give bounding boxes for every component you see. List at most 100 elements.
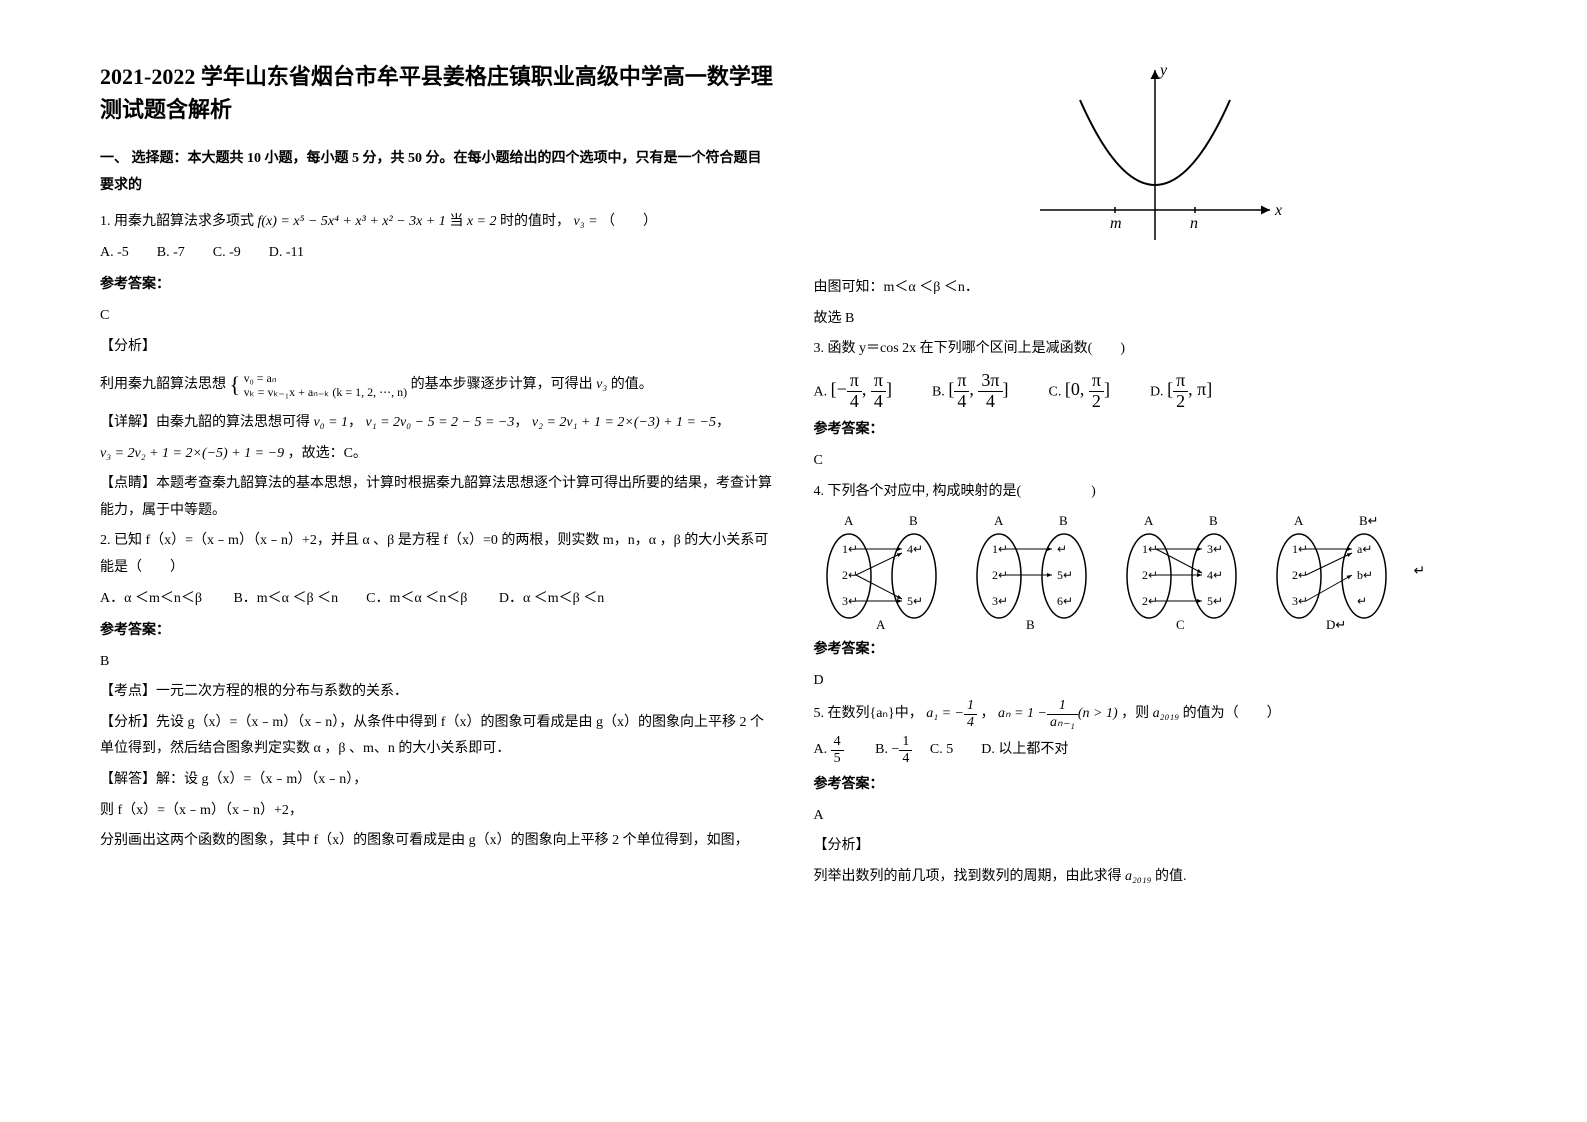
q1-remark: 【点睛】本题考查秦九韶算法的基本思想，计算时根据秦九韶算法思想逐个计算可得出所要… — [100, 471, 774, 524]
q1-suffix: 时的值时， — [500, 214, 570, 229]
q1-think-suffix2: 的值。 — [611, 377, 653, 392]
svg-text:2↵: 2↵ — [842, 568, 858, 582]
svg-text:b↵: b↵ — [1357, 568, 1373, 582]
mapping-label-C: C — [1176, 617, 1185, 631]
q3-optB: B. [π4, 3π4] — [932, 371, 1009, 412]
q1-stem: 1. 用秦九韶算法求多项式 f(x) = x⁵ − 5x⁴ + x³ + x² … — [100, 209, 774, 236]
q2-graphend: 故选 B — [814, 306, 1488, 333]
q1-v2: v₂ = 2v₁ + 1 = 2×(−3) + 1 = −5 — [532, 415, 716, 430]
q4-answer-label: 参考答案： — [814, 637, 1488, 664]
svg-text:1↵: 1↵ — [1142, 542, 1158, 556]
svg-text:4↵: 4↵ — [907, 542, 923, 556]
q1-prefix: 1. 用秦九韶算法求多项式 — [100, 214, 254, 229]
svg-text:3↵: 3↵ — [1207, 542, 1223, 556]
q3-stem: 3. 函数 y＝cos 2x 在下列哪个区间上是减函数( ) — [814, 336, 1488, 363]
y-axis-label: y — [1158, 62, 1168, 79]
q3-optC: C. [0, π2] — [1049, 371, 1110, 412]
mapping-A: AB 1↵2↵3↵ 4↵5↵ A — [814, 511, 944, 631]
svg-text:A: A — [844, 513, 854, 528]
svg-text:6↵: 6↵ — [1057, 594, 1073, 608]
q5-suffix: 的值为（ ） — [1183, 706, 1281, 721]
q5-a2019: a₂₀₁₉ — [1153, 706, 1179, 721]
q1-detail-end: ，故选：C。 — [288, 446, 367, 461]
svg-text:B: B — [1209, 513, 1218, 528]
q3-options: A. [−π4, π4] B. [π4, 3π4] C. [0, π2] D. … — [814, 371, 1488, 412]
svg-text:5↵: 5↵ — [907, 594, 923, 608]
q2-answer-label: 参考答案： — [100, 618, 774, 645]
q4-diagrams: A B 1↵ 2↵ 3↵ 4↵ 5↵ A A B 1↵ 2↵ 3↵ ↵ 5↵ 6↵ B A B — [814, 511, 1488, 631]
q5-a1: a₁ = −14 — [926, 706, 980, 721]
q1-paren: （ ） — [601, 214, 657, 229]
q5-analysis-end: 的值. — [1155, 869, 1187, 884]
q2-options: A．α ＜m＜n＜β B．m＜α ＜β ＜n C．m＜α ＜n＜β D．α ＜m… — [100, 586, 774, 613]
enter-glyph: ↵ — [1414, 563, 1426, 580]
q1-formula-bot: vₖ = vₖ₋₁x + aₙ₋ₖ (k = 1, 2, ⋯, n) — [244, 385, 408, 399]
q2-solve2: 则 f（x）=（x﹣m）（x﹣n）+2， — [100, 798, 774, 825]
q1-v3d: v₃ = 2v₂ + 1 = 2×(−5) + 1 = −9 — [100, 446, 284, 461]
q4-answer: D — [814, 668, 1488, 695]
svg-text:3↵: 3↵ — [992, 594, 1008, 608]
q5-stem: 5. 在数列{aₙ}中， a₁ = −14 ， aₙ = 1 −1aₙ₋₁(n … — [814, 698, 1488, 730]
svg-text:5↵: 5↵ — [1207, 594, 1223, 608]
q2-solve3: 分别画出这两个函数的图象，其中 f（x）的图象可看成是由 g（x）的图象向上平移… — [100, 828, 774, 855]
q2-point: 【考点】一元二次方程的根的分布与系数的关系． — [100, 679, 774, 706]
svg-text:B↵: B↵ — [1359, 513, 1379, 528]
q1-detail: 【详解】由秦九韶的算法思想可得 v₀ = 1， v₁ = 2v₀ − 5 = 2… — [100, 410, 774, 437]
q2-graphnote: 由图可知：m＜α ＜β ＜n． — [814, 275, 1488, 302]
q1-formula: f(x) = x⁵ − 5x⁴ + x³ + x² − 3x + 1 — [258, 214, 446, 229]
q2-stem: 2. 已知 f（x）=（x﹣m）（x﹣n）+2，并且 α 、β 是方程 f（x）… — [100, 528, 774, 581]
q5-analysis: 列举出数列的前几项，找到数列的周期，由此求得 a₂₀₁₉ 的值. — [814, 864, 1488, 891]
q1-mid: 当 — [449, 214, 463, 229]
mapping-C: A B 1↵ 2↵ 2↵ 3↵ 4↵ 5↵ C — [1114, 511, 1244, 631]
svg-text:5↵: 5↵ — [1057, 568, 1073, 582]
q5-answer-label: 参考答案： — [814, 772, 1488, 799]
mapping-B: A B 1↵ 2↵ 3↵ ↵ 5↵ 6↵ B — [964, 511, 1094, 631]
svg-text:3↵: 3↵ — [842, 594, 858, 608]
svg-text:B: B — [909, 513, 918, 528]
svg-text:2↵: 2↵ — [1292, 568, 1308, 582]
q5-options: A. 45 B. −14 C. 5 D. 以上都不对 — [814, 734, 1488, 766]
svg-text:1↵: 1↵ — [1292, 542, 1308, 556]
q5-analysis-text: 列举出数列的前几项，找到数列的周期，由此求得 — [814, 869, 1122, 884]
parabola-graph: y x m n — [814, 60, 1488, 265]
q5-prefix: 5. 在数列{aₙ}中， — [814, 706, 923, 721]
svg-text:2↵: 2↵ — [1142, 594, 1158, 608]
svg-text:↵: ↵ — [1357, 594, 1367, 608]
svg-text:4↵: 4↵ — [1207, 568, 1223, 582]
q5-a2019-2: a₂₀₁₉ — [1125, 869, 1151, 884]
q1-answer: C — [100, 303, 774, 330]
n-label: n — [1190, 215, 1198, 232]
q5-answer: A — [814, 803, 1488, 830]
q1-v1: v₁ = 2v₀ − 5 = 2 − 5 = −3 — [366, 415, 515, 430]
svg-text:1↵: 1↵ — [992, 542, 1008, 556]
svg-text:2↵: 2↵ — [992, 568, 1008, 582]
q3-answer: C — [814, 448, 1488, 475]
svg-text:3↵: 3↵ — [1292, 594, 1308, 608]
q1-think-suffix: 的基本步骤逐步计算，可得出 — [411, 377, 593, 392]
q5-mid: ，则 — [1121, 706, 1149, 721]
x-axis-label: x — [1274, 202, 1282, 219]
q5-analysis-label: 【分析】 — [814, 833, 1488, 860]
q1-answer-label: 参考答案： — [100, 272, 774, 299]
q1-v3text: v₃ — [596, 377, 607, 392]
q1-think-prefix: 利用秦九韶算法思想 — [100, 377, 226, 392]
svg-text:A: A — [1144, 513, 1154, 528]
svg-text:A: A — [1294, 513, 1304, 528]
right-column: y x m n 由图可知：m＜α ＜β ＜n． 故选 B 3. 函数 y＝cos… — [794, 60, 1488, 1082]
q3-answer-label: 参考答案： — [814, 417, 1488, 444]
svg-text:↵: ↵ — [1057, 542, 1067, 556]
q1-v3: v₃ = — [573, 214, 597, 229]
svg-text:a↵: a↵ — [1357, 542, 1372, 556]
mapping-label-B: B — [1026, 617, 1035, 631]
q3-optA: A. [−π4, π4] — [814, 371, 892, 412]
svg-text:A: A — [994, 513, 1004, 528]
svg-text:B: B — [1059, 513, 1068, 528]
svg-text:2↵: 2↵ — [1142, 568, 1158, 582]
q2-answer: B — [100, 649, 774, 676]
m-label: m — [1110, 215, 1122, 232]
q1-analysis-label: 【分析】 — [100, 334, 774, 361]
q2-analysis: 【分析】先设 g（x）=（x﹣m）（x﹣n），从条件中得到 f（x）的图象可看成… — [100, 710, 774, 763]
q1-v0: v₀ = 1 — [314, 415, 349, 430]
q1-detail2: v₃ = 2v₂ + 1 = 2×(−5) + 1 = −9 ，故选：C。 — [100, 441, 774, 468]
svg-text:1↵: 1↵ — [842, 542, 858, 556]
